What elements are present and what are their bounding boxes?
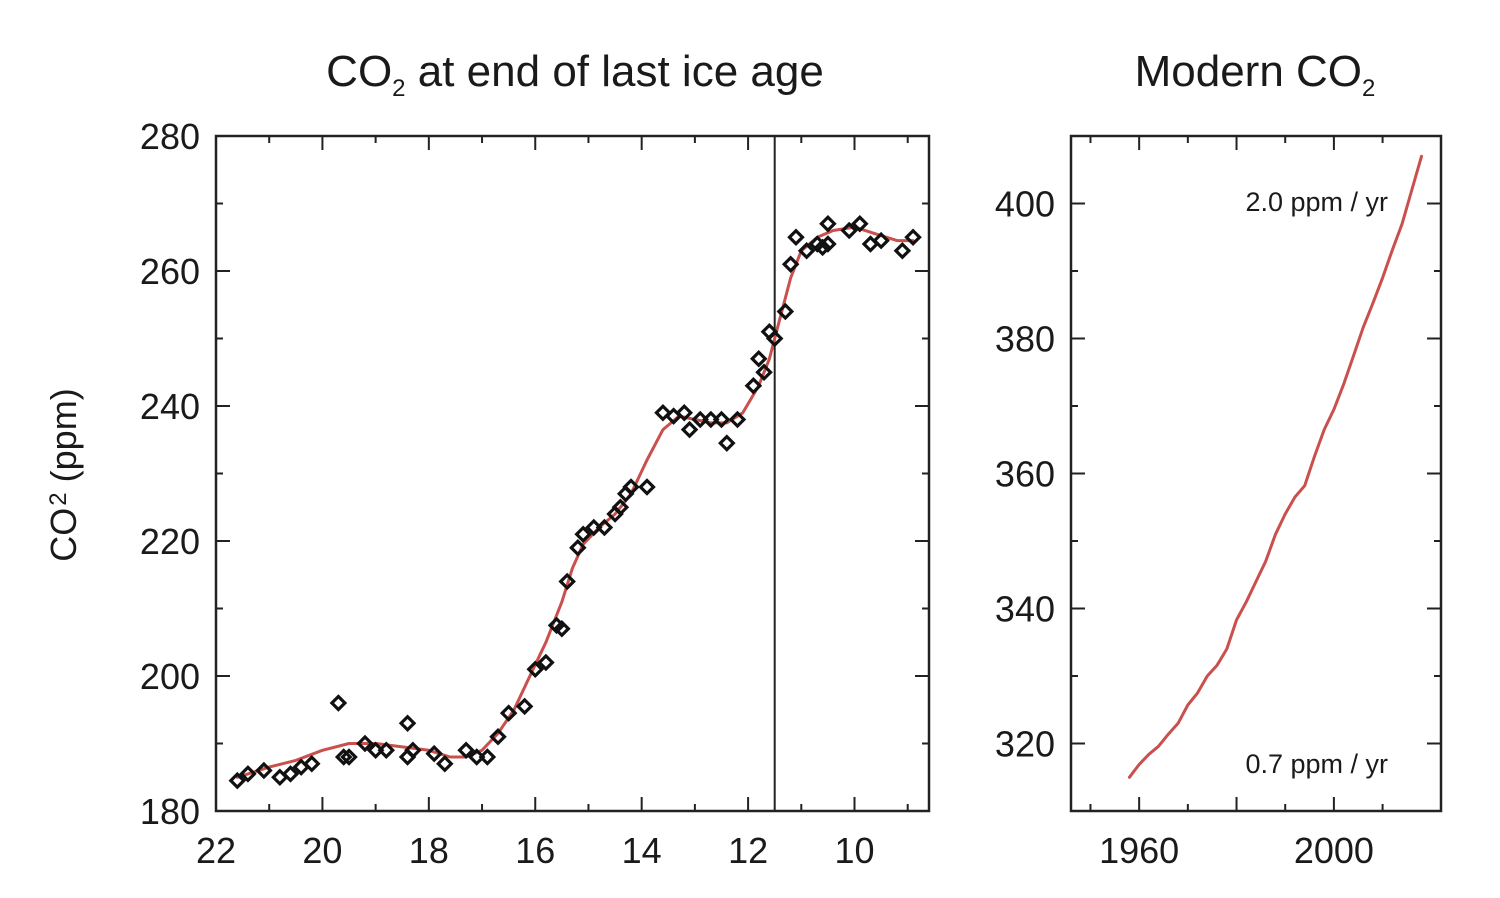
data-point xyxy=(558,572,576,591)
x-tick-label: 20 xyxy=(302,830,342,871)
y-tick-label: 180 xyxy=(140,791,200,832)
data-point xyxy=(840,221,858,240)
x-tick-label: 14 xyxy=(622,830,662,871)
data-point xyxy=(654,403,672,422)
data-point xyxy=(712,410,731,429)
data-point xyxy=(255,761,273,780)
data-point xyxy=(377,741,396,760)
data-point xyxy=(749,349,768,368)
modern-co2-line xyxy=(1127,154,1423,779)
data-point xyxy=(340,748,358,766)
rate-annotation-recent: 2.0 ppm / yr xyxy=(1245,187,1388,217)
data-point xyxy=(638,478,656,496)
data-point xyxy=(680,420,699,439)
data-point xyxy=(622,478,640,496)
x-tick-label: 10 xyxy=(834,830,874,871)
data-point xyxy=(553,619,571,638)
data-point xyxy=(425,744,443,763)
data-point xyxy=(819,214,837,233)
ice-age-title: CO2 at end of last ice age xyxy=(326,47,824,102)
y-tick-label: 320 xyxy=(995,724,1055,765)
y-tick-label: 400 xyxy=(995,184,1055,225)
data-point xyxy=(334,748,353,766)
data-point xyxy=(303,754,321,773)
data-point xyxy=(489,727,507,746)
rate-annotation-early: 0.7 ppm / yr xyxy=(1245,749,1388,779)
modern-panel: Modern CO2 320 340 360 380 400 1960 2000 2.0 p… xyxy=(995,47,1443,871)
y-tick-label: 280 xyxy=(140,116,200,157)
y-tick-label: 200 xyxy=(140,656,200,697)
data-point xyxy=(765,329,784,348)
data-point xyxy=(537,653,555,672)
modern-title: Modern CO2 xyxy=(1135,47,1376,102)
y-tick-label: 240 xyxy=(140,386,200,427)
x-tick-label: 18 xyxy=(409,830,449,871)
y-tick-label: 360 xyxy=(995,454,1055,495)
x-tick-label: 12 xyxy=(728,830,768,871)
y-tick-label: 380 xyxy=(995,319,1055,360)
ice-age-fit-line xyxy=(235,225,915,779)
data-point xyxy=(797,241,816,260)
data-point xyxy=(787,228,805,247)
data-point xyxy=(904,228,922,247)
data-point xyxy=(436,754,454,773)
data-point xyxy=(781,255,800,274)
data-point xyxy=(398,714,417,733)
data-point xyxy=(478,748,497,766)
data-point xyxy=(404,741,422,760)
data-point xyxy=(819,235,837,253)
data-point xyxy=(239,765,257,783)
data-point xyxy=(457,741,475,760)
y-tick-label: 260 xyxy=(140,251,200,292)
x-tick-label: 2000 xyxy=(1294,830,1374,871)
data-point xyxy=(744,376,763,395)
ice-age-plot-frame xyxy=(214,134,931,813)
data-point xyxy=(281,765,300,783)
data-point xyxy=(776,302,795,321)
data-point xyxy=(526,660,545,679)
data-point xyxy=(755,363,773,382)
data-point xyxy=(718,434,736,452)
x-tick-label: 22 xyxy=(196,830,236,871)
data-point xyxy=(813,238,832,257)
data-point xyxy=(595,518,614,537)
data-point xyxy=(569,538,587,557)
data-point xyxy=(329,694,348,712)
y-tick-label: 220 xyxy=(140,521,200,562)
data-point xyxy=(515,697,534,716)
data-point xyxy=(499,704,518,722)
data-point xyxy=(356,734,374,753)
y-tick-label: 340 xyxy=(995,589,1055,630)
x-tick-label: 16 xyxy=(515,830,555,871)
data-point xyxy=(728,410,747,429)
data-point xyxy=(574,525,592,544)
y-axis-label: CO2 (ppm) xyxy=(43,388,84,561)
data-point xyxy=(611,498,630,517)
ice-age-data-points xyxy=(228,214,922,790)
data-point xyxy=(872,231,890,250)
data-point xyxy=(228,771,247,790)
modern-plot-frame xyxy=(1069,134,1443,813)
data-point xyxy=(893,241,912,260)
data-point xyxy=(851,214,869,233)
x-tick-label: 1960 xyxy=(1099,830,1179,871)
ice-age-panel: CO2 at end of last ice age CO2 (ppm) 180… xyxy=(43,47,931,871)
data-point xyxy=(675,403,694,422)
